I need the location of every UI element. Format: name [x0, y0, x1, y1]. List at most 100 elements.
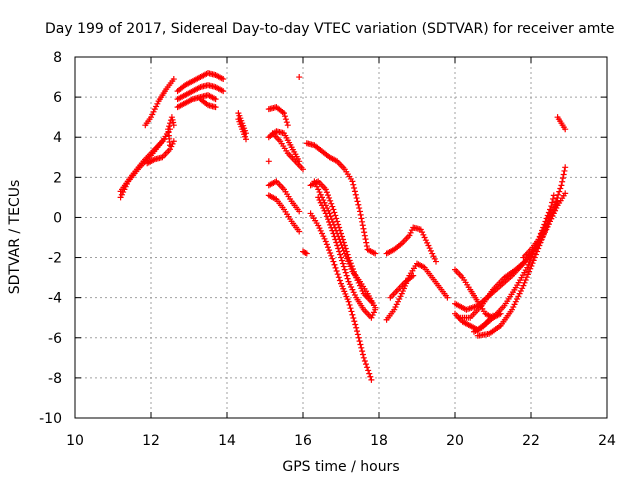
data-point [350, 314, 357, 321]
data-point [517, 287, 524, 294]
data-point [345, 278, 352, 285]
data-point [328, 252, 335, 259]
data-point [118, 191, 125, 198]
data-point [149, 111, 156, 118]
data-point [212, 96, 219, 103]
data-point [345, 298, 352, 305]
data-point [363, 239, 370, 246]
data-point [327, 221, 334, 228]
data-point [331, 233, 338, 240]
data-point [535, 245, 542, 252]
data-point [524, 271, 531, 278]
data-point [339, 244, 346, 251]
data-point [549, 195, 556, 202]
data-point [528, 253, 535, 260]
data-point [357, 208, 363, 215]
data-point [357, 211, 364, 218]
data-point [169, 116, 176, 123]
data-point [393, 301, 400, 308]
data-point [328, 200, 335, 207]
data-point [330, 258, 337, 265]
data-point [360, 225, 367, 232]
data-point [367, 373, 374, 380]
data-point [368, 376, 375, 383]
data-point [528, 262, 535, 269]
data-point [420, 231, 427, 238]
data-point [348, 308, 355, 315]
data-point [333, 239, 340, 246]
data-point [556, 188, 563, 195]
data-point [551, 201, 558, 208]
data-point [444, 294, 451, 301]
data-point [410, 272, 417, 279]
y-tick-label: 8 [53, 50, 62, 66]
data-point [527, 265, 534, 272]
data-point [316, 197, 323, 204]
data-point [341, 266, 348, 273]
data-point [354, 328, 361, 335]
data-point [361, 229, 368, 236]
data-point [359, 348, 366, 355]
data-point [427, 247, 434, 254]
data-point [302, 249, 309, 256]
y-tick-label: -8 [48, 371, 62, 387]
data-point [339, 260, 346, 267]
data-point [356, 205, 363, 212]
data-point [334, 271, 341, 278]
data-points [117, 70, 569, 383]
data-point [372, 250, 379, 257]
data-point [354, 198, 361, 205]
x-tick-label: 16 [294, 433, 312, 449]
data-point [168, 143, 175, 150]
data-point [331, 209, 338, 216]
data-point [349, 311, 356, 318]
data-point [317, 199, 324, 206]
data-point [417, 226, 424, 233]
data-point [516, 290, 523, 297]
data-point [330, 206, 337, 213]
data-point [527, 256, 534, 263]
data-point [328, 224, 335, 231]
data-point [430, 253, 437, 260]
y-tick-label: 4 [53, 130, 62, 146]
data-point [351, 188, 358, 195]
gridlines [75, 57, 607, 418]
data-point [154, 100, 161, 107]
data-point [559, 178, 566, 185]
data-point [521, 279, 528, 286]
y-tick-label: -10 [39, 411, 62, 427]
x-tick-label: 20 [446, 433, 464, 449]
data-point [520, 282, 527, 289]
data-point [526, 268, 533, 275]
data-point [319, 230, 325, 237]
data-point [353, 195, 360, 202]
data-point [395, 298, 401, 305]
data-point [331, 261, 338, 268]
data-point [321, 235, 328, 242]
data-point [320, 205, 327, 212]
data-point [512, 298, 519, 305]
data-point [426, 245, 433, 252]
data-point [168, 114, 175, 121]
data-point [510, 304, 517, 311]
data-point [334, 242, 341, 249]
data-point [531, 254, 538, 261]
data-point [332, 236, 339, 243]
data-point [340, 247, 347, 254]
data-point [327, 249, 334, 256]
data-point [317, 227, 324, 234]
data-point [362, 361, 369, 368]
data-point [170, 138, 177, 145]
data-point [212, 104, 219, 111]
data-point [313, 183, 320, 190]
y-tick-label: 2 [53, 170, 62, 186]
data-point [515, 293, 522, 300]
data-point [322, 186, 329, 193]
data-point [537, 239, 544, 246]
data-point [509, 306, 515, 313]
data-point [335, 274, 342, 281]
data-point [220, 76, 227, 83]
data-point [529, 250, 536, 257]
data-point [326, 219, 333, 226]
